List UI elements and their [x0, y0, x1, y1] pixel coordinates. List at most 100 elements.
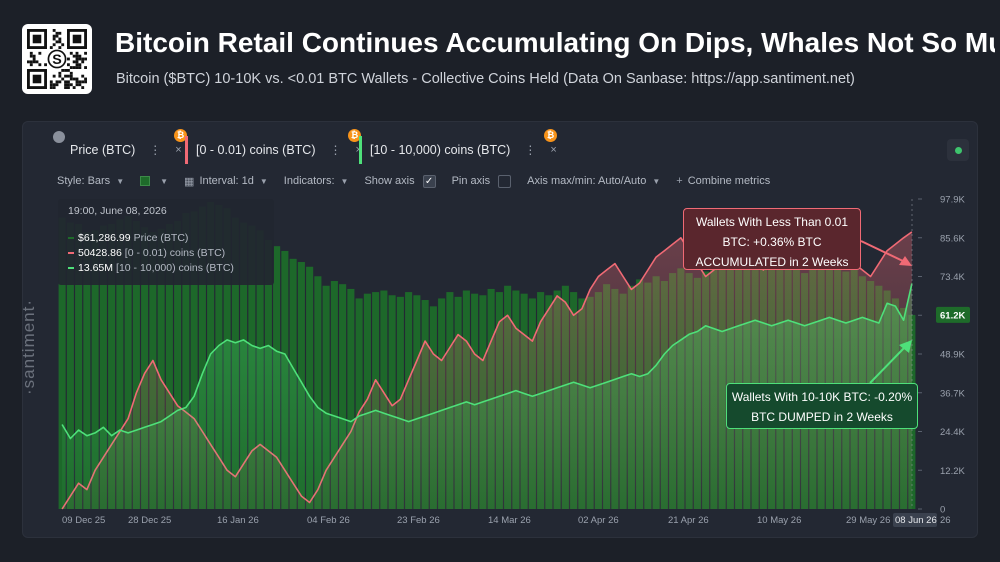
price-bar — [165, 224, 173, 509]
close-icon[interactable]: × — [355, 144, 362, 156]
interval-label: Interval: 1d — [199, 175, 254, 187]
tooltip-label: Price (BTC) — [133, 232, 189, 244]
x-tick-label: 14 Mar 26 — [488, 515, 531, 526]
price-bar — [124, 216, 132, 509]
price-bar — [190, 211, 198, 509]
price-bar — [314, 276, 322, 509]
chevron-down-icon: ▼ — [652, 176, 661, 186]
chart-tooltip: 19:00, June 08, 2026 $61,286.99 Price (B… — [58, 199, 274, 285]
y-tick-label: 97.9K — [940, 195, 965, 206]
bitcoin-icon: ₿ — [348, 129, 361, 142]
metric-chip-price[interactable]: Price (BTC) ⋮ × ₿ — [59, 129, 187, 164]
page-subtitle: Bitcoin ($BTC) 10-10K vs. <0.01 BTC Wall… — [116, 71, 855, 87]
tooltip-row-whale-wallets: 13.65M [10 - 10,000) coins (BTC) — [68, 262, 234, 274]
color-swatch — [140, 176, 151, 186]
callout-line: BTC: +0.36% BTC — [722, 235, 822, 249]
axis-maxmin-label: Axis max/min: Auto/Auto — [527, 175, 647, 187]
price-bar — [91, 230, 99, 509]
callout-arrow-red — [860, 240, 906, 263]
tooltip-value: $61,286.99 — [78, 232, 131, 244]
chevron-down-icon: ▼ — [259, 176, 268, 186]
tooltip-label: [0 - 0.01) coins (BTC) — [124, 247, 226, 259]
legend-marker — [68, 252, 74, 254]
show-axis-toggle[interactable]: Show axis ✓ — [364, 174, 436, 188]
x-tick-label: 21 Apr 26 — [668, 515, 709, 526]
callout-arrowhead-green — [899, 340, 912, 353]
price-bar — [388, 295, 396, 509]
interval-select[interactable]: ▦ Interval: 1d ▼ — [184, 175, 268, 188]
price-bar — [347, 288, 355, 509]
current-price-label: 61.2K — [940, 310, 965, 321]
y-tick-label: 36.7K — [940, 388, 965, 399]
style-select[interactable]: Style: Bars ▼ — [57, 175, 124, 187]
close-icon[interactable]: × — [175, 144, 182, 156]
tooltip-value: 13.65M — [78, 262, 114, 274]
indicators-select[interactable]: Indicators: ▼ — [284, 175, 349, 187]
metric-label-price: Price (BTC) — [70, 143, 136, 157]
price-bar — [116, 219, 124, 509]
callout-small-wallets: Wallets With Less Than 0.01 BTC: +0.36% … — [683, 208, 861, 270]
legend-marker — [68, 237, 74, 239]
axis-maxmin-select[interactable]: Axis max/min: Auto/Auto ▼ — [527, 175, 660, 187]
x-tick-label: 04 Feb 26 — [307, 515, 350, 526]
combine-metrics-button[interactable]: + Combine metrics — [676, 175, 770, 187]
pin-axis-toggle[interactable]: Pin axis — [451, 174, 512, 188]
x-tick-label: 10 May 26 — [757, 515, 801, 526]
callout-line: Wallets With Less Than 0.01 — [695, 215, 849, 229]
metric-chip-whale-wallets[interactable]: [10 - 10,000) coins (BTC) ⋮ × ₿ — [359, 129, 557, 164]
price-bar — [174, 220, 182, 509]
menu-dots-icon[interactable]: ⋮ — [149, 143, 162, 157]
callout-arrow-green — [869, 346, 906, 384]
price-bar — [132, 220, 140, 509]
x-tick-label: 28 Dec 25 — [128, 515, 171, 526]
price-bar — [66, 222, 74, 509]
price-bar — [157, 228, 165, 509]
menu-dots-icon[interactable]: ⋮ — [524, 143, 537, 157]
checkmark-icon[interactable]: ✓ — [422, 174, 436, 188]
x-tick-label: 26 — [940, 515, 951, 526]
metric-chip-small-wallets[interactable]: [0 - 0.01) coins (BTC) ⋮ × ₿ — [185, 129, 362, 164]
status-dot-icon — [954, 146, 962, 154]
x-tick-label: 08 Jun 26 — [895, 515, 937, 526]
price-bar — [322, 285, 330, 509]
tooltip-value: 50428.86 — [78, 247, 122, 259]
bitcoin-icon: ₿ — [174, 129, 187, 142]
close-icon[interactable]: × — [550, 144, 557, 156]
show-axis-label: Show axis — [364, 175, 415, 187]
checkbox-empty-icon[interactable] — [498, 174, 512, 188]
menu-dots-icon[interactable]: ⋮ — [329, 143, 342, 157]
status-indicator[interactable] — [947, 139, 969, 161]
callout-line: BTC DUMPED in 2 Weeks — [751, 410, 893, 424]
price-bar — [330, 281, 338, 509]
callout-line: ACCUMULATED in 2 Weeks — [695, 255, 849, 269]
price-bar — [99, 225, 107, 509]
x-tick-label: 16 Jan 26 — [217, 515, 259, 526]
chart-toolbar: Style: Bars ▼ ▼ ▦ Interval: 1d ▼ Indicator… — [57, 173, 786, 189]
x-tick-highlight — [893, 513, 937, 527]
y-tick-label: 48.9K — [940, 350, 965, 361]
price-bar — [182, 212, 190, 509]
metric-label-small-wallets: [0 - 0.01) coins (BTC) — [196, 143, 316, 157]
plus-icon: + — [676, 175, 683, 187]
current-price-tag — [936, 306, 970, 323]
bitcoin-icon: ₿ — [544, 129, 557, 142]
indicators-label: Indicators: — [283, 175, 335, 187]
price-bar — [198, 206, 206, 509]
qr-code-graphic: S — [27, 29, 87, 89]
color-select[interactable]: ▼ — [140, 176, 168, 186]
header: S Bitcoin Retail Continues Accumulating … — [0, 0, 1000, 110]
santiment-watermark: ·santiment· — [19, 298, 38, 395]
callout-whale-wallets: Wallets With 10-10K BTC: -0.20% BTC DUMP… — [726, 383, 918, 429]
pin-axis-label: Pin axis — [451, 175, 491, 187]
legend-marker — [68, 267, 74, 269]
whale-wallets-series-area — [62, 283, 912, 509]
price-bar — [355, 298, 363, 509]
x-tick-label: 09 Dec 25 — [62, 515, 105, 526]
x-tick-label: 23 Feb 26 — [397, 515, 440, 526]
y-tick-label: 0 — [940, 505, 945, 516]
qr-code: S — [22, 24, 92, 94]
tooltip-row-small-wallets: 50428.86 [0 - 0.01) coins (BTC) — [68, 247, 225, 259]
y-tick-label: 73.4K — [940, 272, 965, 283]
chevron-down-icon: ▼ — [340, 176, 349, 186]
price-bar — [306, 266, 314, 509]
